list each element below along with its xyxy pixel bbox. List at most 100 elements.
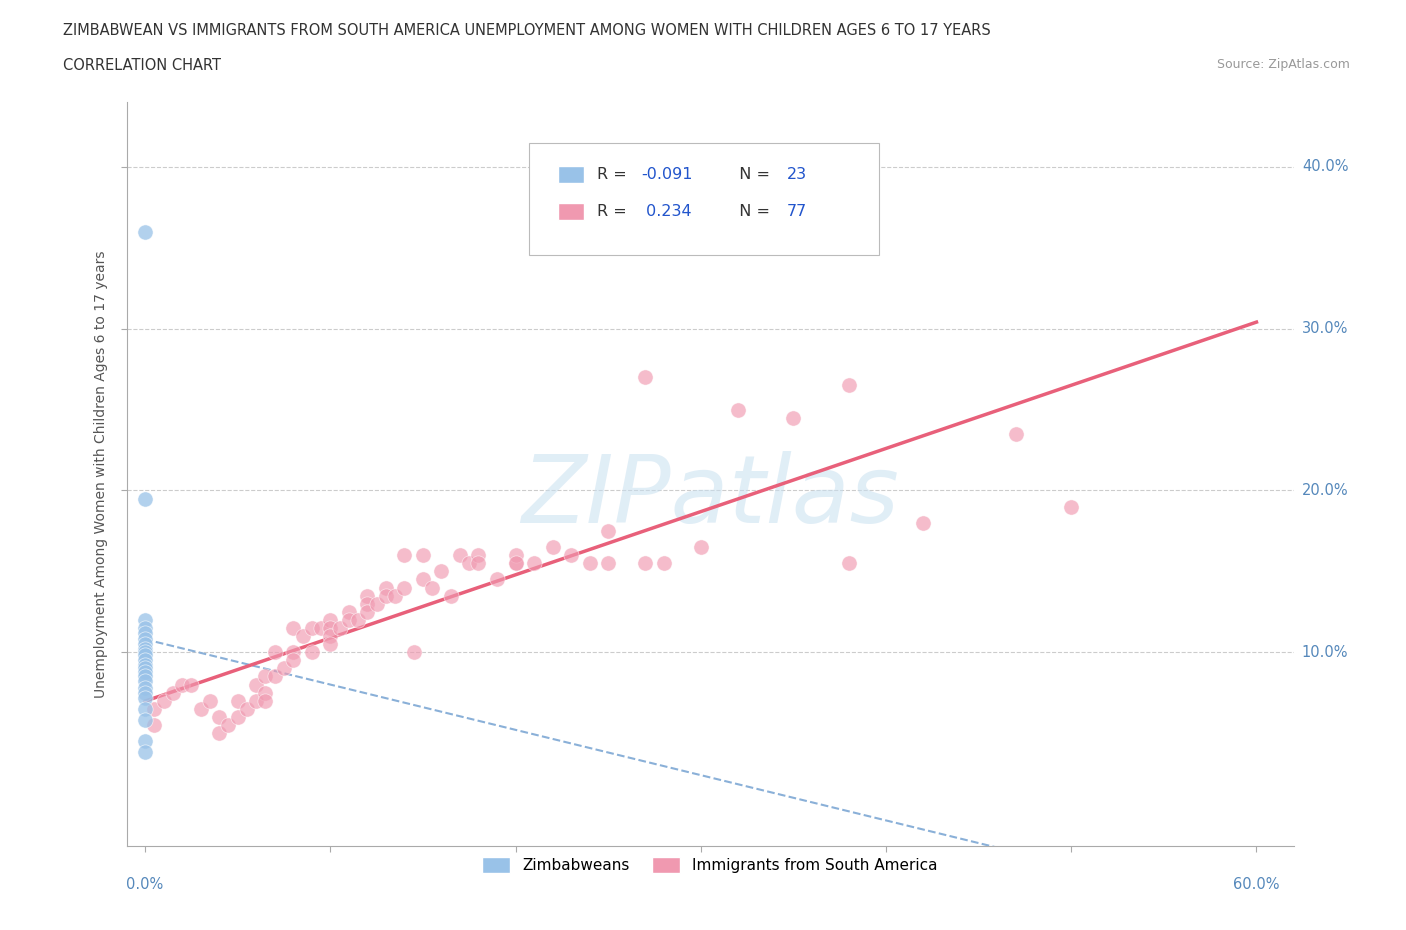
Point — [198, 693, 221, 708]
Point — [134, 658, 156, 672]
Point — [467, 548, 489, 563]
Point — [172, 677, 194, 692]
Point — [134, 685, 156, 700]
Point — [838, 378, 860, 392]
Point — [838, 556, 860, 571]
Point — [319, 620, 342, 635]
Point — [356, 604, 378, 619]
Point — [134, 745, 156, 760]
Point — [134, 631, 156, 646]
Point — [134, 648, 156, 663]
Point — [412, 572, 434, 587]
Point — [319, 629, 342, 644]
Legend: Zimbabweans, Immigrants from South America: Zimbabweans, Immigrants from South Ameri… — [477, 851, 943, 880]
Point — [374, 580, 396, 595]
Text: ZIPatlas: ZIPatlas — [522, 451, 898, 542]
Point — [394, 580, 416, 595]
Point — [356, 588, 378, 603]
Text: 30.0%: 30.0% — [1302, 321, 1348, 337]
Point — [226, 693, 249, 708]
Point — [180, 677, 202, 692]
Point — [309, 620, 332, 635]
Text: 40.0%: 40.0% — [1302, 160, 1348, 175]
Point — [263, 644, 285, 659]
Point — [134, 669, 156, 684]
Point — [402, 644, 425, 659]
Point — [226, 710, 249, 724]
Point — [134, 620, 156, 635]
Point — [420, 580, 443, 595]
Point — [245, 693, 267, 708]
Point — [458, 556, 481, 571]
Text: 77: 77 — [787, 205, 807, 219]
Text: 60.0%: 60.0% — [1233, 877, 1279, 892]
Y-axis label: Unemployment Among Women with Children Ages 6 to 17 years: Unemployment Among Women with Children A… — [94, 250, 108, 698]
Point — [152, 693, 174, 708]
Text: 20.0%: 20.0% — [1302, 483, 1348, 498]
Point — [134, 491, 156, 506]
Text: N =: N = — [728, 205, 775, 219]
Point — [143, 701, 166, 716]
Text: R =: R = — [596, 167, 631, 182]
Point — [134, 642, 156, 657]
Point — [782, 410, 804, 425]
Point — [134, 637, 156, 652]
Point — [143, 718, 166, 733]
Point — [652, 556, 675, 571]
Point — [689, 539, 711, 554]
Point — [366, 596, 388, 611]
Text: R =: R = — [596, 205, 631, 219]
Point — [134, 613, 156, 628]
FancyBboxPatch shape — [529, 143, 879, 255]
Point — [329, 620, 352, 635]
Point — [449, 548, 471, 563]
Point — [347, 613, 370, 628]
Point — [598, 556, 620, 571]
Point — [485, 572, 508, 587]
Point — [319, 637, 342, 652]
Point — [254, 693, 277, 708]
Point — [440, 588, 463, 603]
Point — [523, 556, 546, 571]
Point — [412, 548, 434, 563]
Point — [134, 653, 156, 668]
Point — [134, 734, 156, 749]
Point — [283, 620, 305, 635]
Point — [301, 620, 323, 635]
Text: 23: 23 — [787, 167, 807, 182]
Text: Source: ZipAtlas.com: Source: ZipAtlas.com — [1216, 58, 1350, 71]
Point — [190, 701, 212, 716]
Point — [430, 564, 453, 578]
Point — [467, 556, 489, 571]
Point — [208, 725, 231, 740]
Point — [236, 701, 259, 716]
Point — [541, 539, 564, 554]
Point — [134, 664, 156, 679]
Point — [134, 712, 156, 727]
Point — [134, 224, 156, 239]
Point — [134, 625, 156, 640]
Point — [283, 653, 305, 668]
Text: -0.091: -0.091 — [641, 167, 693, 182]
Point — [134, 674, 156, 689]
Point — [134, 690, 156, 705]
Text: 0.0%: 0.0% — [127, 877, 163, 892]
Point — [578, 556, 600, 571]
Point — [912, 515, 935, 530]
Point — [134, 661, 156, 676]
Point — [254, 685, 277, 700]
Point — [727, 402, 749, 417]
Point — [283, 644, 305, 659]
Point — [337, 604, 360, 619]
Point — [208, 710, 231, 724]
Point — [356, 596, 378, 611]
Text: 0.234: 0.234 — [641, 205, 692, 219]
Point — [505, 556, 527, 571]
Point — [337, 613, 360, 628]
Point — [319, 613, 342, 628]
Point — [245, 677, 267, 692]
Point — [1004, 427, 1026, 442]
Point — [384, 588, 406, 603]
Point — [134, 644, 156, 659]
Point — [254, 669, 277, 684]
